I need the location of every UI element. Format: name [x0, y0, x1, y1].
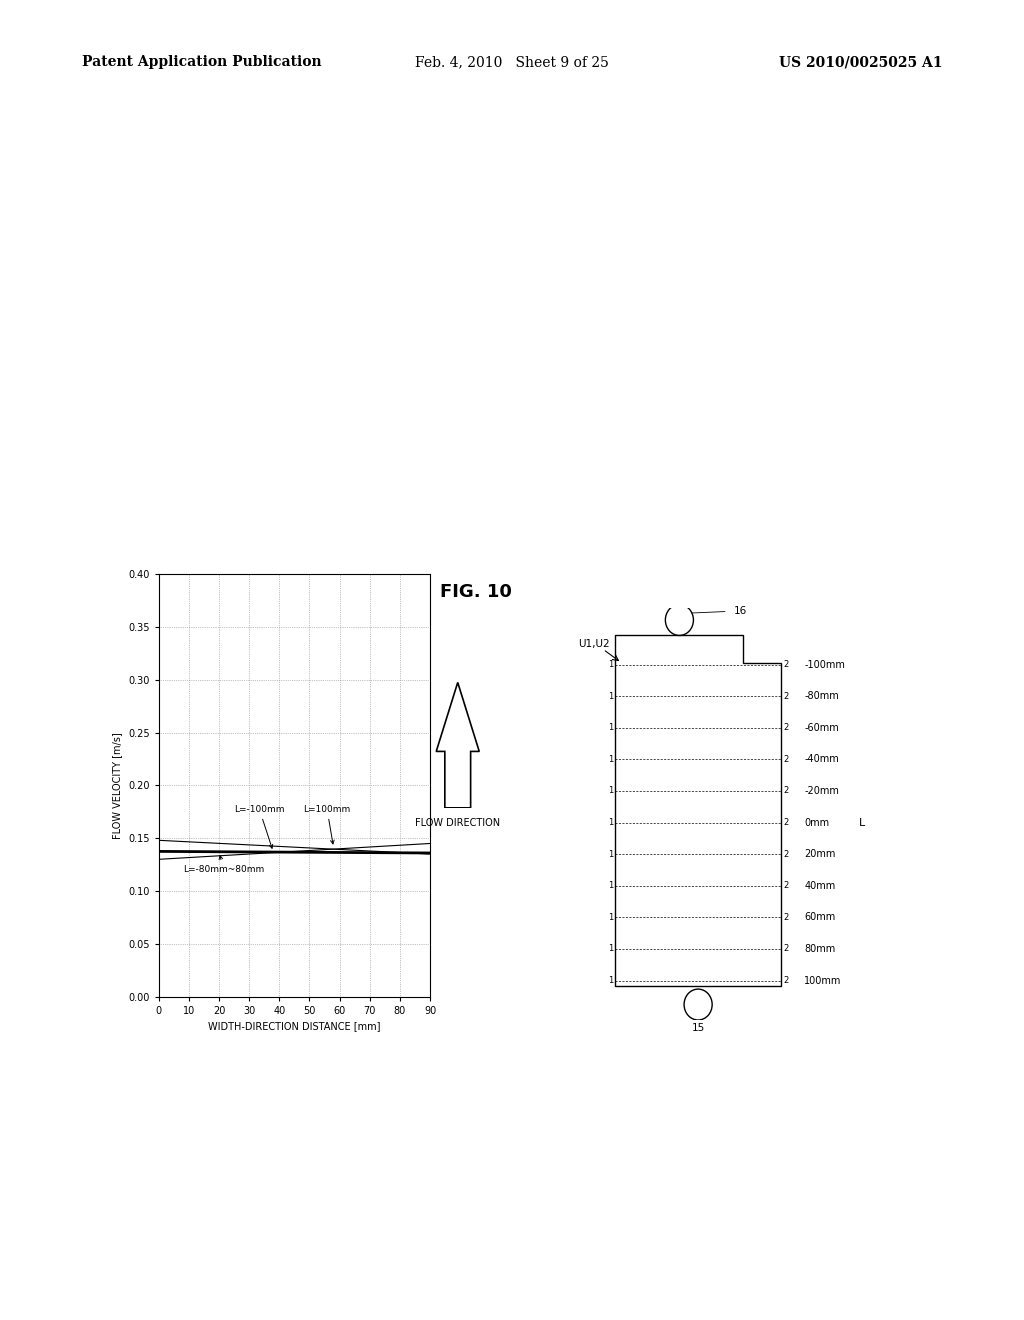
Text: -80mm: -80mm	[804, 692, 839, 701]
Text: 2: 2	[783, 975, 788, 985]
Text: -60mm: -60mm	[804, 723, 839, 733]
Text: 2: 2	[783, 723, 788, 733]
Text: 60mm: 60mm	[804, 912, 836, 923]
Text: Feb. 4, 2010   Sheet 9 of 25: Feb. 4, 2010 Sheet 9 of 25	[415, 55, 609, 70]
Text: L=-80mm~80mm: L=-80mm~80mm	[183, 855, 264, 874]
Text: 1: 1	[607, 755, 613, 764]
Text: 2: 2	[783, 850, 788, 859]
Text: -100mm: -100mm	[804, 660, 845, 669]
Text: -40mm: -40mm	[804, 755, 839, 764]
Text: 2: 2	[783, 882, 788, 890]
Text: U1,U2: U1,U2	[578, 639, 609, 649]
Text: -20mm: -20mm	[804, 785, 839, 796]
Text: 20mm: 20mm	[804, 849, 836, 859]
Y-axis label: FLOW VELOCITY [m/s]: FLOW VELOCITY [m/s]	[113, 733, 123, 838]
Text: 2: 2	[783, 692, 788, 701]
Text: 1: 1	[607, 818, 613, 828]
Text: 2: 2	[783, 755, 788, 764]
Text: 2: 2	[783, 818, 788, 828]
Text: Patent Application Publication: Patent Application Publication	[82, 55, 322, 70]
Text: 1: 1	[607, 975, 613, 985]
Text: 1: 1	[607, 882, 613, 890]
Text: 0mm: 0mm	[804, 817, 829, 828]
Text: 1: 1	[607, 913, 613, 921]
Text: 1: 1	[607, 944, 613, 953]
Text: 2: 2	[783, 913, 788, 921]
Text: FIG. 10: FIG. 10	[440, 583, 512, 602]
Text: L=-100mm: L=-100mm	[234, 805, 285, 849]
Text: 16: 16	[734, 606, 748, 616]
Text: 1: 1	[607, 660, 613, 669]
Text: 40mm: 40mm	[804, 880, 836, 891]
Text: 1: 1	[607, 850, 613, 859]
X-axis label: WIDTH-DIRECTION DISTANCE [mm]: WIDTH-DIRECTION DISTANCE [mm]	[208, 1022, 381, 1031]
Text: FLOW DIRECTION: FLOW DIRECTION	[415, 818, 501, 829]
Polygon shape	[436, 682, 479, 808]
Text: 2: 2	[783, 787, 788, 796]
Text: 100mm: 100mm	[804, 975, 842, 986]
Text: 2: 2	[783, 944, 788, 953]
Text: 1: 1	[607, 723, 613, 733]
Text: 1: 1	[607, 692, 613, 701]
Text: L=100mm: L=100mm	[303, 805, 350, 843]
Text: 15: 15	[691, 1023, 705, 1034]
Text: US 2010/0025025 A1: US 2010/0025025 A1	[778, 55, 942, 70]
Text: 2: 2	[783, 660, 788, 669]
Text: 1: 1	[607, 787, 613, 796]
Text: 80mm: 80mm	[804, 944, 836, 954]
Text: L: L	[859, 817, 865, 828]
